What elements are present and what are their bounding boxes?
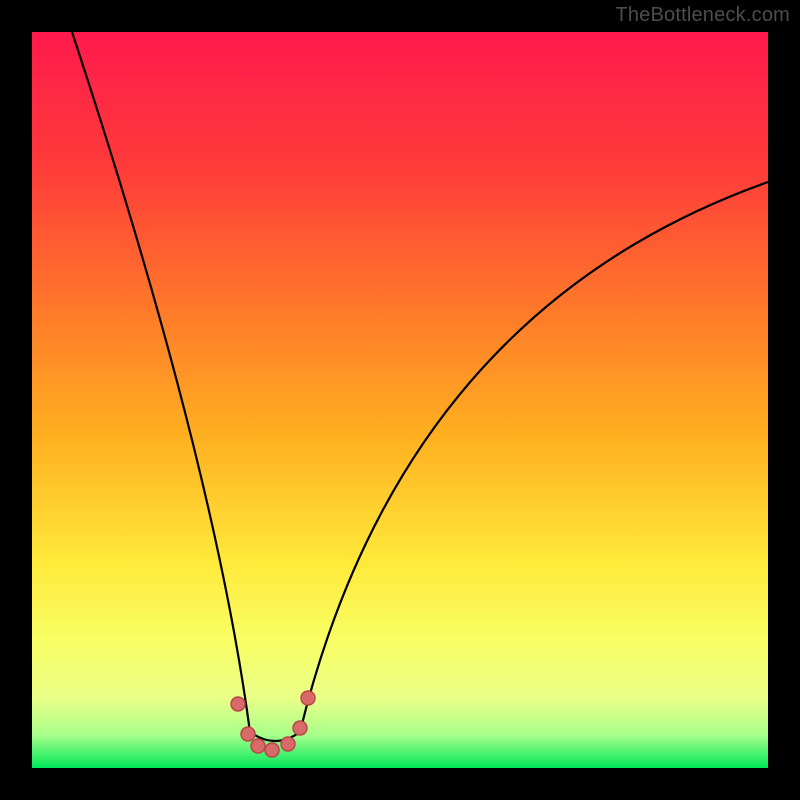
frame-left — [0, 0, 32, 800]
valley-marker — [301, 691, 315, 705]
valley-marker — [231, 697, 245, 711]
plot-svg — [32, 32, 768, 768]
chart-root: TheBottleneck.com — [0, 0, 800, 800]
valley-marker — [293, 721, 307, 735]
valley-marker — [251, 739, 265, 753]
valley-marker — [241, 727, 255, 741]
frame-bottom — [0, 768, 800, 800]
valley-marker — [281, 737, 295, 751]
frame-right — [768, 0, 800, 800]
plot-background — [32, 32, 768, 768]
valley-marker — [265, 743, 279, 757]
watermark-text: TheBottleneck.com — [615, 4, 790, 27]
plot-area — [32, 32, 768, 768]
